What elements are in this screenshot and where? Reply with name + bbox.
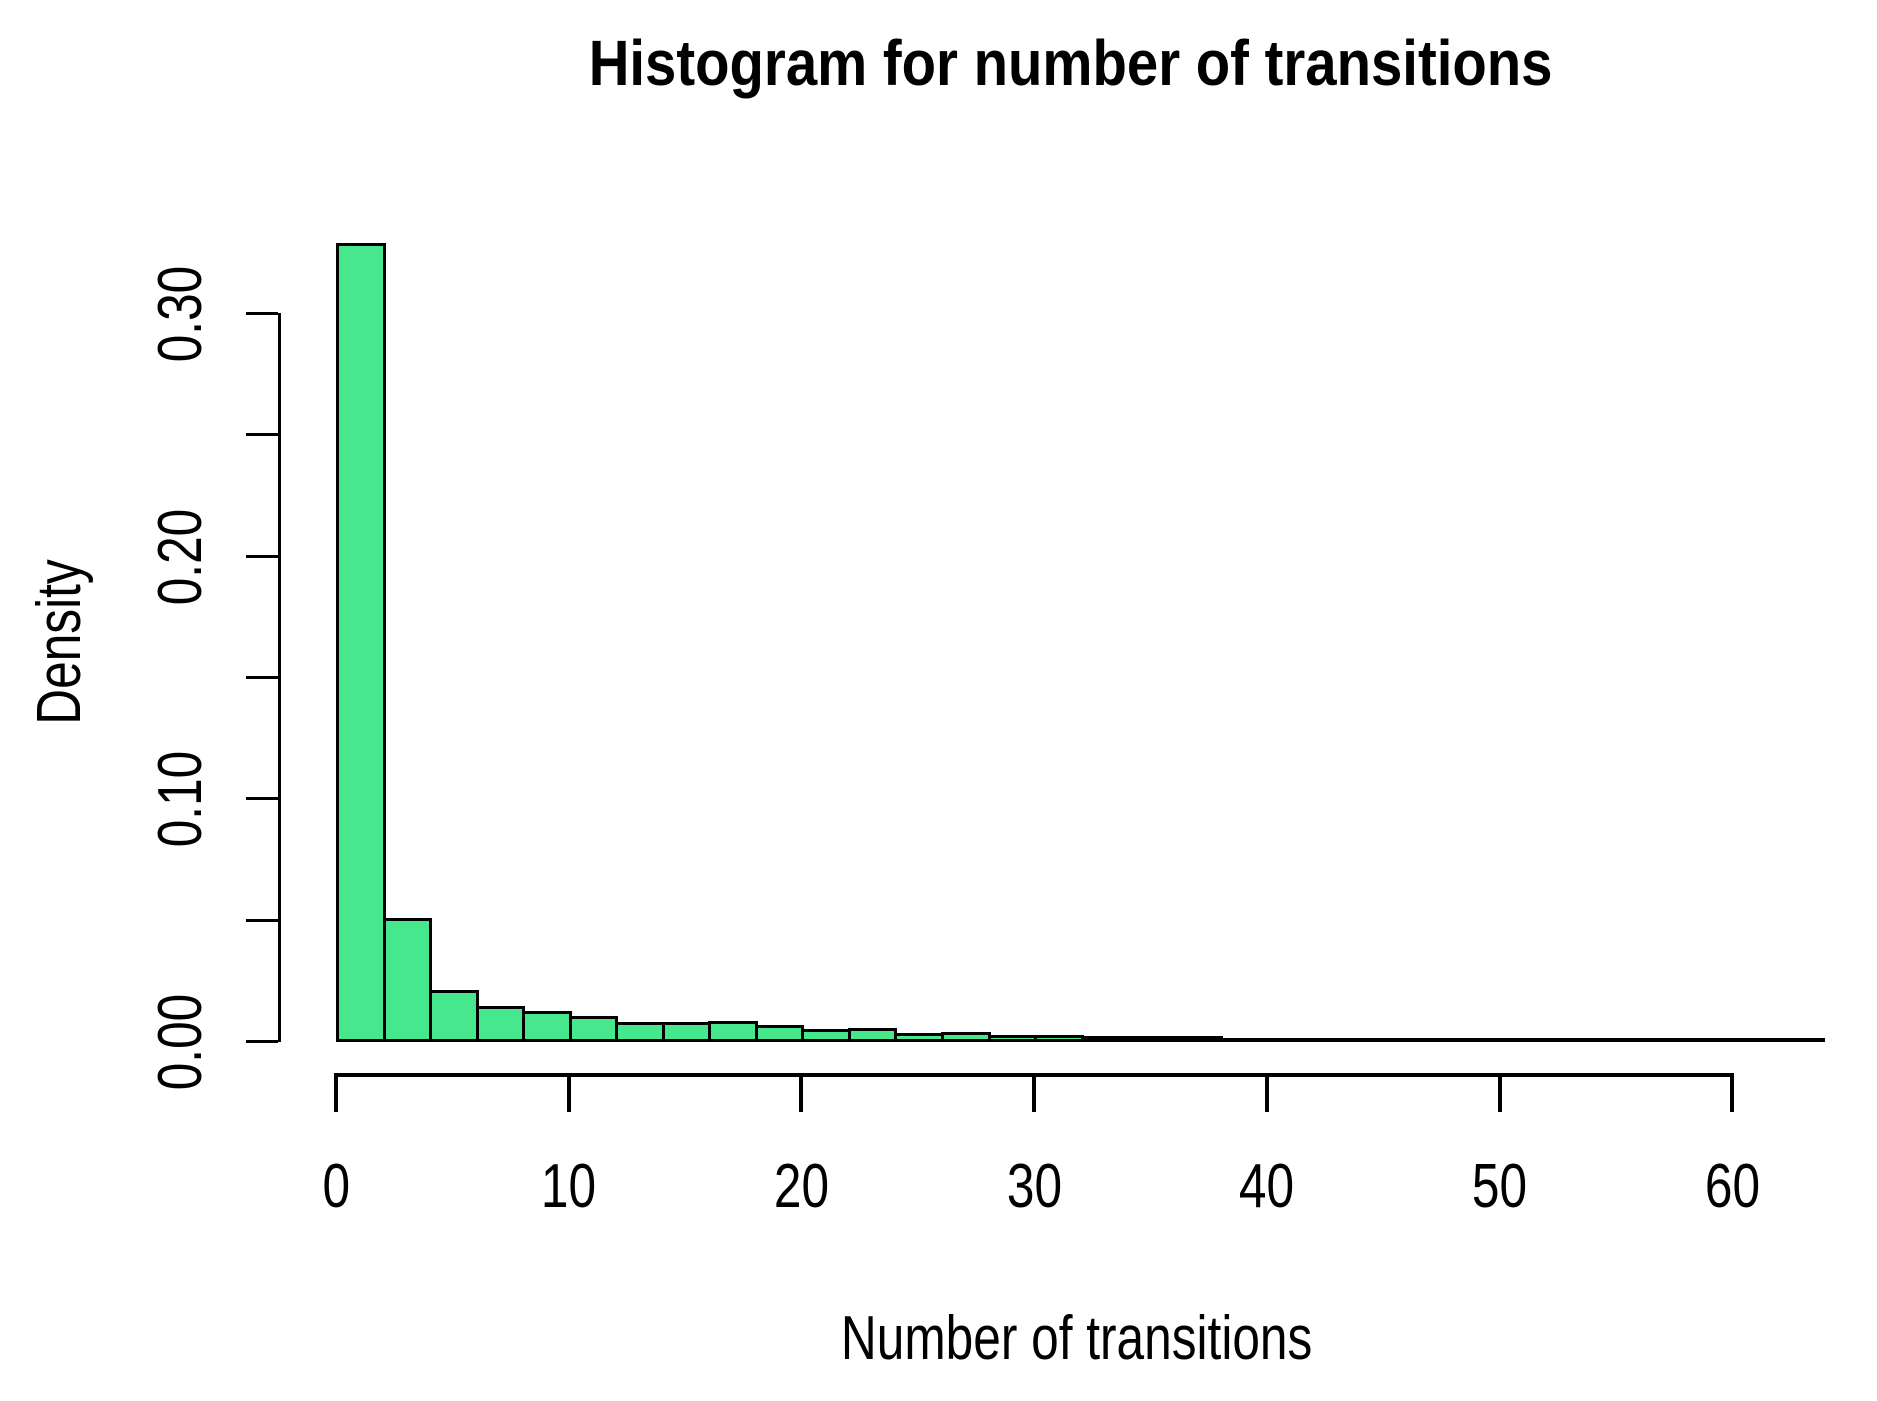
x-axis-tick bbox=[566, 1073, 571, 1112]
x-axis-label: Number of transitions bbox=[336, 1308, 1818, 1370]
x-axis-tick bbox=[1264, 1073, 1269, 1112]
histogram-bar bbox=[801, 1028, 851, 1042]
histogram-bar bbox=[336, 242, 386, 1042]
y-axis-tick bbox=[246, 311, 278, 315]
histogram-bar bbox=[941, 1032, 991, 1042]
histogram-bar bbox=[1080, 1035, 1131, 1042]
y-axis-tick bbox=[246, 433, 278, 437]
histogram-bar bbox=[568, 1015, 619, 1042]
x-tick-label-text: 20 bbox=[773, 1152, 829, 1221]
histogram-bar bbox=[847, 1028, 898, 1042]
histogram-bar bbox=[708, 1020, 758, 1042]
x-tick-label: 30 bbox=[964, 1156, 1104, 1218]
x-tick-label: 40 bbox=[1197, 1156, 1337, 1218]
x-axis-label-text: Number of transitions bbox=[841, 1304, 1313, 1373]
x-tick-label: 10 bbox=[499, 1156, 639, 1218]
x-tick-label: 0 bbox=[266, 1156, 406, 1218]
x-axis-tick bbox=[1497, 1073, 1502, 1112]
histogram-bar bbox=[429, 990, 479, 1042]
y-axis-tick bbox=[246, 554, 278, 558]
histogram-bar bbox=[1173, 1036, 1224, 1042]
x-axis-tick bbox=[334, 1073, 338, 1112]
x-tick-label: 60 bbox=[1662, 1156, 1802, 1218]
chart-title-text: Histogram for number of transitions bbox=[589, 27, 1553, 99]
y-axis-line bbox=[278, 312, 281, 1042]
x-axis-tick bbox=[1730, 1073, 1735, 1112]
x-tick-label: 20 bbox=[731, 1156, 871, 1218]
histogram-bar bbox=[661, 1022, 712, 1042]
histogram-bar bbox=[522, 1011, 572, 1042]
x-axis-tick bbox=[799, 1073, 804, 1112]
y-axis-tick bbox=[246, 918, 278, 922]
x-tick-label-text: 40 bbox=[1239, 1152, 1295, 1221]
x-tick-label-text: 10 bbox=[541, 1152, 597, 1221]
y-tick-label: 0.00 bbox=[146, 993, 215, 1091]
y-axis-tick bbox=[246, 797, 278, 801]
x-tick-label-text: 0 bbox=[322, 1152, 350, 1221]
y-tick-label: 0.20 bbox=[146, 508, 215, 605]
histogram-bar bbox=[475, 1006, 526, 1042]
x-tick-label-text: 60 bbox=[1704, 1152, 1760, 1221]
x-axis-tick bbox=[1032, 1073, 1037, 1112]
chart-title: Histogram for number of transitions bbox=[336, 30, 1806, 96]
histogram-bar bbox=[754, 1024, 805, 1042]
x-tick-label: 50 bbox=[1430, 1156, 1570, 1218]
histogram-bar bbox=[615, 1022, 665, 1042]
y-axis-tick bbox=[246, 675, 278, 679]
histogram-bar bbox=[1127, 1036, 1177, 1042]
histogram-bar bbox=[894, 1032, 944, 1042]
x-tick-label-text: 50 bbox=[1471, 1152, 1528, 1221]
y-tick-label: 0.30 bbox=[146, 265, 215, 363]
y-axis-tick bbox=[246, 1040, 278, 1043]
histogram-bar bbox=[1034, 1035, 1084, 1042]
histogram-bar bbox=[987, 1035, 1038, 1042]
histogram-bar bbox=[382, 917, 433, 1042]
y-tick-label: 0.10 bbox=[146, 751, 215, 848]
x-tick-label-text: 30 bbox=[1006, 1152, 1062, 1221]
